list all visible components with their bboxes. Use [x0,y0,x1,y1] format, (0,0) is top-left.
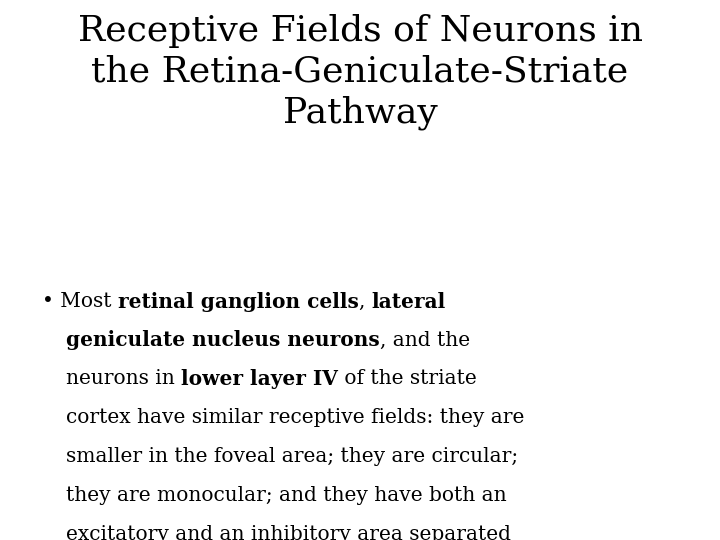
Text: they are monocular; and they have both an: they are monocular; and they have both a… [66,486,507,505]
Text: Receptive Fields of Neurons in
the Retina-Geniculate-Striate
Pathway: Receptive Fields of Neurons in the Retin… [78,14,642,130]
Text: cortex have similar receptive fields: they are: cortex have similar receptive fields: th… [66,408,525,427]
Text: retinal ganglion cells: retinal ganglion cells [117,292,359,312]
Text: of the striate: of the striate [338,369,477,388]
Text: lower layer IV: lower layer IV [181,369,338,389]
Text: smaller in the foveal area; they are circular;: smaller in the foveal area; they are cir… [66,447,518,466]
Text: • Most: • Most [42,292,117,310]
Text: geniculate nucleus neurons: geniculate nucleus neurons [66,330,380,350]
Text: , and the: , and the [380,330,470,349]
Text: excitatory and an inhibitory area separated: excitatory and an inhibitory area separa… [66,525,511,540]
Text: ,: , [359,292,372,310]
Text: neurons in: neurons in [66,369,181,388]
Text: lateral: lateral [372,292,446,312]
